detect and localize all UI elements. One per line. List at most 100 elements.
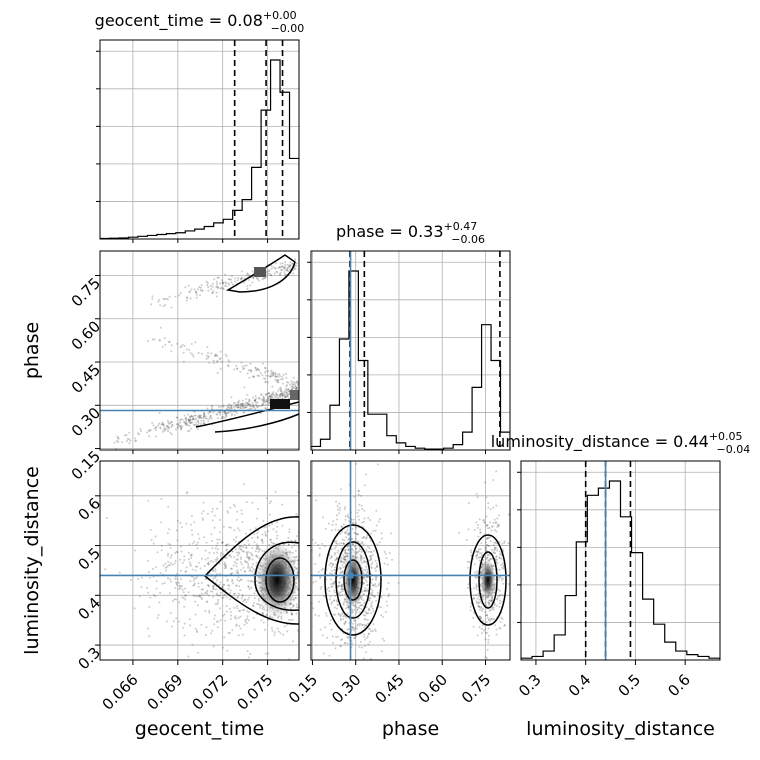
sample-point: [236, 367, 239, 370]
sample-point: [274, 396, 277, 399]
sample-point: [233, 414, 236, 416]
sample-point: [301, 558, 303, 560]
sample-point: [369, 539, 372, 542]
sample-point: [254, 366, 257, 369]
sample-point: [485, 537, 488, 540]
sample-point: [250, 369, 253, 372]
histogram-step: [100, 59, 299, 239]
sample-point: [197, 594, 200, 597]
sample-point: [186, 491, 189, 494]
sample-point: [258, 397, 261, 400]
sample-point: [170, 580, 173, 583]
sample-point: [183, 414, 186, 417]
sample-point: [237, 401, 240, 404]
sample-point: [487, 602, 490, 605]
sample-point: [484, 638, 487, 641]
sample-point: [305, 562, 307, 564]
sample-point: [195, 293, 198, 296]
y-tick-label: 0.75: [68, 274, 104, 310]
sample-point: [184, 598, 187, 601]
sample-point: [319, 587, 322, 590]
sample-point: [344, 555, 347, 558]
sample-point: [308, 590, 310, 592]
sample-point: [234, 505, 237, 508]
sample-point: [228, 632, 231, 634]
sample-point: [187, 419, 190, 422]
sample-point: [205, 357, 208, 360]
sample-point: [198, 416, 201, 419]
sample-point: [498, 514, 501, 517]
sample-point: [195, 424, 198, 426]
sample-point: [185, 299, 188, 302]
sample-point: [153, 427, 156, 430]
sample-point: [495, 558, 498, 561]
sample-point: [168, 422, 171, 425]
sample-point: [465, 538, 468, 541]
sample-point: [475, 572, 478, 575]
sample-point: [369, 628, 371, 631]
sample-point: [314, 580, 317, 583]
sample-point: [236, 401, 239, 404]
sample-point: [292, 376, 295, 379]
sample-point: [162, 305, 165, 308]
sample-point: [189, 624, 192, 627]
sample-point: [206, 346, 209, 348]
sample-point: [353, 495, 356, 498]
sample-point: [374, 529, 377, 532]
sample-point: [354, 626, 357, 629]
sample-point: [306, 577, 308, 579]
sample-point: [324, 527, 327, 530]
sample-point: [264, 533, 267, 536]
sample-point: [330, 565, 333, 568]
x-tick-label: 0.60: [415, 671, 451, 707]
sample-point: [272, 393, 275, 396]
sample-point: [300, 570, 302, 572]
sample-point: [347, 532, 350, 535]
sample-point: [239, 277, 242, 280]
sample-point: [290, 385, 293, 388]
sample-point: [260, 393, 263, 396]
sample-point: [206, 282, 209, 284]
sample-point: [365, 576, 368, 579]
sample-point: [271, 392, 274, 395]
sample-point: [232, 592, 235, 595]
sample-point: [188, 664, 190, 666]
sample-point: [202, 518, 205, 521]
sample-point: [238, 544, 241, 547]
sample-point: [247, 369, 250, 372]
sample-point: [311, 538, 314, 541]
sample-point: [227, 631, 230, 634]
sample-point: [233, 592, 236, 595]
sample-point: [486, 614, 488, 617]
sample-point: [285, 395, 288, 398]
sample-point: [221, 417, 224, 420]
sample-point: [171, 424, 173, 427]
sample-point: [318, 577, 320, 579]
sample-point: [304, 608, 306, 610]
sample-point: [281, 262, 284, 265]
sample-point: [213, 526, 216, 529]
sample-point: [195, 543, 198, 546]
sample-point: [226, 408, 228, 410]
sample-point: [333, 580, 336, 583]
sample-point: [243, 543, 246, 546]
sample-point: [360, 556, 363, 558]
sample-point: [258, 375, 261, 377]
sample-point: [487, 536, 490, 539]
sample-point: [269, 394, 272, 397]
sample-point: [296, 380, 299, 383]
sample-point: [212, 586, 215, 589]
sample-point: [467, 502, 470, 504]
sample-point: [180, 426, 183, 429]
sample-point: [488, 536, 491, 539]
sample-point: [244, 598, 247, 601]
sample-point: [336, 603, 339, 606]
sample-point: [253, 602, 255, 604]
sample-point: [336, 557, 339, 559]
sample-point: [170, 350, 173, 353]
sample-point: [252, 581, 255, 583]
sample-point: [202, 594, 205, 597]
sample-point: [278, 387, 281, 390]
sample-point: [240, 403, 243, 406]
sample-point: [250, 579, 253, 582]
